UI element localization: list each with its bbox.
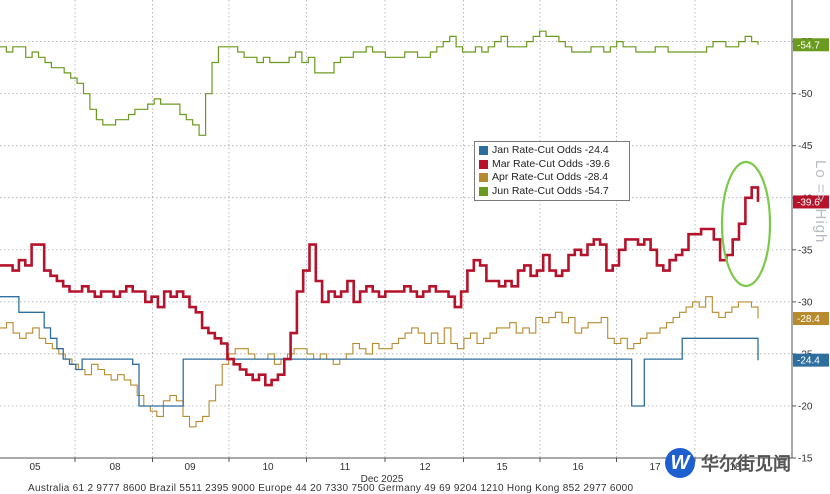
x-tick-label: 08 <box>109 462 121 473</box>
legend-label-jun: Jun Rate-Cut Odds -54.7 <box>492 184 609 197</box>
last-value-text: -28.4 <box>797 314 820 325</box>
source-logo: W 华尔街见闻 <box>665 448 791 478</box>
series-lines <box>0 30 760 428</box>
legend-label-apr: Apr Rate-Cut Odds -28.4 <box>492 171 609 183</box>
last-value-text: -39.6 <box>797 197 820 208</box>
legend-swatch-jan <box>479 146 488 156</box>
last-value-tag <box>793 353 829 367</box>
last-value-text: -24.4 <box>797 356 820 367</box>
series-line-jun <box>0 30 759 136</box>
x-tick-label: 09 <box>184 462 196 473</box>
logo-text: 华尔街见闻 <box>701 454 791 474</box>
series-line-apr <box>0 296 759 428</box>
y-tick-label: -15 <box>798 454 813 465</box>
gridlines <box>0 0 792 459</box>
legend: Jan Rate-Cut Odds -24.4 Mar Rate-Cut Odd… <box>474 141 630 201</box>
y-tick-label: -20 <box>798 401 813 412</box>
last-value-labels: -28.4 -24.4 -54.7 -39.6 <box>793 38 829 367</box>
last-value-tag <box>793 312 829 326</box>
last-value-text: -54.7 <box>797 40 820 51</box>
legend-item-apr: Apr Rate-Cut Odds -28.4 <box>479 171 625 185</box>
legend-item-jan: Jan Rate-Cut Odds -24.4 <box>479 144 625 158</box>
y-tick-label: -45 <box>798 141 813 152</box>
y-tick-label: -50 <box>798 89 813 100</box>
direction-watermark: Lo => High <box>812 160 829 244</box>
x-tick-label: 15 <box>496 462 508 473</box>
contact-ticker: Australia 61 2 9777 8600 Brazil 5511 239… <box>28 483 634 494</box>
x-tick-label: 05 <box>29 462 41 473</box>
x-axis-label: Dec 2025 <box>361 474 404 485</box>
x-tick-label: 17 <box>649 462 661 473</box>
legend-item-jun: Jun Rate-Cut Odds -54.7 <box>479 185 625 199</box>
legend-item-mar: Mar Rate-Cut Odds -39.6 <box>479 158 625 172</box>
highlight-ellipse <box>720 160 772 288</box>
x-tick-label: 18 <box>729 462 741 473</box>
x-tick-label: 12 <box>419 462 431 473</box>
x-axis: 05 08 09 10 11 12 15 16 17 18 <box>0 457 792 473</box>
logo-icon: W <box>665 448 695 478</box>
legend-swatch-jun <box>479 186 488 196</box>
y-tick-label: -35 <box>798 245 813 256</box>
series-line-mar <box>0 186 760 387</box>
x-tick-label: 10 <box>262 462 274 473</box>
last-value-tag <box>793 38 829 52</box>
last-value-tag <box>793 195 829 209</box>
series-line-jan <box>0 296 759 407</box>
legend-label-mar: Mar Rate-Cut Odds -39.6 <box>492 157 610 170</box>
legend-label-jan: Jan Rate-Cut Odds -24.4 <box>492 144 609 156</box>
legend-swatch-mar <box>479 159 488 169</box>
x-tick-label: 16 <box>572 462 584 473</box>
x-tick-label: 11 <box>340 462 351 473</box>
legend-swatch-apr <box>479 173 488 183</box>
y-tick-label: -30 <box>798 297 813 308</box>
